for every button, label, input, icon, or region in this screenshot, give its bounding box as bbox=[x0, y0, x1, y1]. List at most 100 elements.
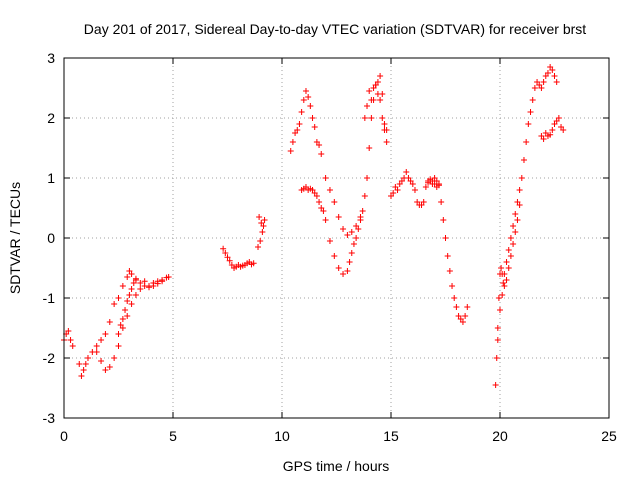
data-point bbox=[226, 257, 233, 264]
data-point bbox=[78, 373, 85, 379]
data-point bbox=[141, 283, 148, 289]
data-point bbox=[492, 382, 499, 388]
data-point bbox=[318, 151, 325, 157]
data-series bbox=[255, 214, 268, 250]
data-point bbox=[501, 283, 508, 289]
data-point bbox=[289, 139, 296, 145]
data-point bbox=[128, 301, 135, 307]
data-point bbox=[503, 259, 510, 265]
data-point bbox=[115, 343, 122, 349]
data-point bbox=[555, 115, 562, 121]
data-point bbox=[368, 97, 375, 103]
data-point bbox=[344, 232, 351, 238]
data-point bbox=[124, 313, 131, 319]
data-point bbox=[372, 82, 379, 88]
data-point bbox=[500, 280, 507, 286]
data-point bbox=[512, 211, 519, 217]
data-point bbox=[355, 226, 362, 232]
data-point bbox=[122, 307, 129, 313]
data-point bbox=[260, 223, 267, 229]
data-point bbox=[438, 199, 445, 205]
data-points bbox=[61, 64, 567, 388]
data-point bbox=[261, 217, 268, 223]
data-point bbox=[523, 139, 530, 145]
data-point bbox=[115, 295, 122, 301]
data-point bbox=[106, 364, 113, 370]
data-point bbox=[529, 97, 536, 103]
data-point bbox=[102, 367, 109, 373]
data-point bbox=[255, 244, 262, 250]
data-point bbox=[309, 115, 316, 121]
data-point bbox=[435, 182, 442, 189]
data-point bbox=[440, 217, 447, 223]
data-point bbox=[106, 319, 113, 325]
data-point bbox=[379, 115, 386, 121]
data-point bbox=[494, 337, 501, 343]
data-point bbox=[451, 295, 458, 301]
data-point bbox=[93, 349, 100, 355]
data-point bbox=[124, 298, 131, 304]
data-point bbox=[497, 307, 503, 313]
data-point bbox=[298, 109, 305, 115]
data-series bbox=[287, 73, 390, 238]
data-point bbox=[501, 271, 508, 277]
data-point bbox=[459, 319, 466, 325]
data-point bbox=[449, 283, 456, 289]
data-point bbox=[366, 88, 373, 94]
data-point bbox=[93, 343, 100, 349]
data-point bbox=[82, 361, 89, 367]
x-axis-label: GPS time / hours bbox=[283, 458, 390, 474]
data-point bbox=[394, 187, 401, 193]
data-point bbox=[549, 67, 556, 73]
y-tick-label: -1 bbox=[43, 290, 56, 306]
data-point bbox=[132, 275, 139, 282]
data-point bbox=[425, 179, 432, 186]
data-point bbox=[154, 280, 161, 287]
data-point bbox=[119, 283, 126, 289]
data-point bbox=[115, 331, 122, 337]
data-point bbox=[220, 245, 227, 252]
data-point bbox=[390, 190, 397, 196]
data-point bbox=[464, 304, 471, 310]
data-point bbox=[553, 79, 560, 85]
data-point bbox=[516, 187, 523, 193]
data-point bbox=[322, 217, 329, 223]
data-point bbox=[353, 235, 360, 241]
data-series bbox=[538, 115, 567, 142]
x-tick-label: 10 bbox=[274, 428, 290, 444]
data-point bbox=[364, 175, 371, 181]
data-point bbox=[498, 265, 505, 271]
data-point bbox=[305, 94, 312, 100]
data-point bbox=[520, 157, 527, 163]
x-tick-label: 5 bbox=[169, 428, 177, 444]
data-point bbox=[348, 250, 355, 256]
data-point bbox=[257, 238, 264, 244]
data-series bbox=[388, 169, 471, 325]
data-point bbox=[259, 229, 266, 235]
data-point bbox=[307, 103, 314, 109]
x-axis-ticks: 0 5 10 15 20 25 bbox=[60, 58, 617, 444]
data-point bbox=[300, 97, 307, 103]
data-point bbox=[493, 355, 500, 361]
data-point bbox=[326, 187, 333, 193]
data-series bbox=[494, 202, 523, 343]
data-point bbox=[111, 355, 118, 361]
data-point bbox=[256, 214, 263, 220]
data-point bbox=[453, 304, 460, 310]
data-point bbox=[313, 193, 320, 199]
x-tick-label: 25 bbox=[601, 428, 617, 444]
data-point bbox=[516, 202, 523, 208]
y-axis-ticks: -3 -2 -1 0 1 2 3 bbox=[43, 50, 609, 426]
data-point bbox=[126, 292, 133, 298]
chart-title: Day 201 of 2017, Sidereal Day-to-day VTE… bbox=[84, 21, 586, 37]
data-point bbox=[538, 85, 545, 91]
data-series bbox=[298, 184, 366, 277]
data-point bbox=[540, 136, 547, 142]
data-point bbox=[69, 343, 76, 349]
data-point bbox=[124, 274, 131, 280]
data-point bbox=[322, 175, 329, 181]
data-point bbox=[159, 278, 166, 285]
data-point bbox=[311, 124, 318, 130]
y-tick-label: 3 bbox=[47, 50, 55, 66]
data-point bbox=[507, 235, 514, 241]
